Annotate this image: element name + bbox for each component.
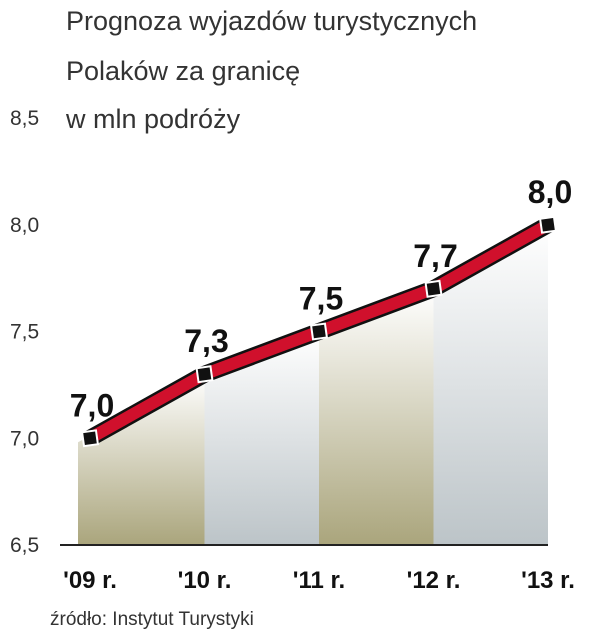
value-label: 7,7 — [413, 238, 457, 274]
marker — [309, 322, 329, 341]
x-tick-label: '09 r. — [63, 567, 117, 594]
marker — [195, 365, 214, 384]
chart-title: Prognoza wyjazdów turystycznych — [66, 6, 477, 36]
y-tick-label: 8,0 — [10, 214, 39, 237]
x-tick-label: '10 r. — [178, 567, 232, 594]
chart-subtitle: w mln podróży — [65, 104, 241, 134]
y-tick-label: 7,0 — [10, 427, 39, 450]
marker — [80, 429, 100, 448]
value-label: 7,3 — [184, 323, 228, 359]
x-tick-label: '11 r. — [293, 567, 345, 594]
x-tick-label: '13 r. — [521, 567, 575, 594]
area-band — [204, 331, 319, 545]
chart-title: Polaków za granicę — [66, 56, 300, 86]
y-tick-label: 8,5 — [10, 107, 39, 130]
source: źródło: Instytut Turystyki — [50, 609, 254, 630]
area-band — [433, 224, 548, 545]
marker — [538, 215, 558, 234]
value-label: 8,0 — [528, 174, 572, 210]
value-label: 7,0 — [70, 387, 114, 423]
marker — [424, 279, 443, 298]
y-tick-label: 6,5 — [10, 534, 39, 557]
area-band — [319, 288, 434, 545]
area-band — [78, 374, 205, 545]
y-tick-label: 7,5 — [10, 321, 39, 344]
value-label: 7,5 — [299, 281, 343, 317]
x-tick-label: '12 r. — [407, 567, 461, 594]
